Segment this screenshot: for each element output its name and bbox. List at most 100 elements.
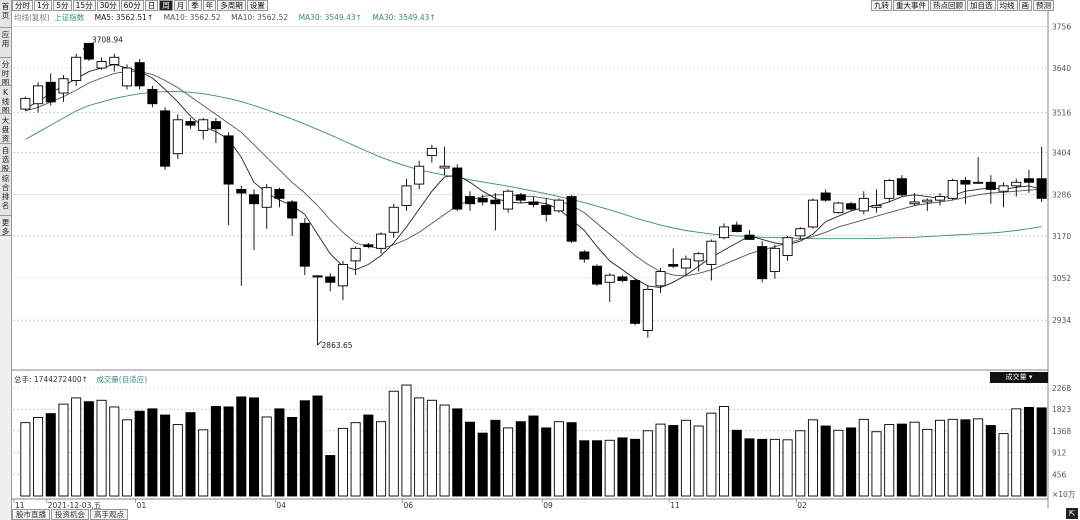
candle[interactable] — [325, 276, 336, 283]
volume-bar[interactable] — [871, 431, 882, 497]
candle[interactable] — [579, 251, 590, 260]
candle[interactable] — [719, 226, 730, 239]
period-tab-8[interactable]: 月 — [173, 0, 188, 11]
candle[interactable] — [528, 201, 539, 205]
candle[interactable] — [833, 202, 844, 214]
volume-bar[interactable] — [973, 418, 984, 497]
volume-bar[interactable] — [858, 418, 869, 497]
volume-bar[interactable] — [248, 397, 260, 497]
volume-bar[interactable] — [757, 438, 768, 497]
sidebar-item-0[interactable]: 首页 — [0, 0, 11, 28]
period-tab-9[interactable]: 季 — [188, 0, 202, 11]
volume-bar[interactable] — [820, 425, 831, 497]
candle[interactable] — [248, 194, 260, 205]
period-tab-7[interactable]: 周 — [159, 0, 173, 11]
volume-bar[interactable] — [566, 422, 577, 497]
candle[interactable] — [134, 62, 145, 87]
candle[interactable] — [807, 199, 819, 228]
candle[interactable] — [33, 85, 44, 105]
period-tab-11[interactable]: 多周期 — [217, 0, 246, 11]
candle[interactable] — [58, 78, 69, 94]
toolbar-right-button-1[interactable]: 重大事件 — [893, 0, 929, 11]
period-tab-12[interactable]: 设置 — [246, 0, 268, 11]
candle[interactable] — [693, 253, 704, 262]
candle[interactable] — [515, 194, 526, 201]
volume-bar[interactable] — [503, 427, 514, 497]
period-tab-2[interactable]: 5分 — [53, 0, 72, 11]
volume-bar[interactable] — [922, 428, 933, 497]
candle[interactable] — [706, 240, 717, 265]
candle[interactable] — [464, 196, 476, 205]
period-tab-6[interactable]: 日 — [144, 0, 159, 11]
candle[interactable] — [274, 188, 285, 199]
volume-bar[interactable] — [591, 440, 603, 497]
volume-bar[interactable] — [807, 419, 819, 497]
volume-bar[interactable] — [134, 410, 145, 497]
volume-bar[interactable] — [579, 440, 590, 497]
candle[interactable] — [83, 42, 94, 60]
volume-bar[interactable] — [528, 415, 539, 497]
volume-bar[interactable] — [947, 418, 958, 497]
volume-bar[interactable] — [33, 416, 44, 497]
toolbar-right-button-4[interactable]: 均线 — [996, 0, 1018, 11]
volume-dropdown[interactable]: 成交量 ▾ — [990, 372, 1048, 383]
candle[interactable] — [820, 192, 831, 201]
volume-bar[interactable] — [439, 404, 450, 497]
volume-bar[interactable] — [934, 419, 946, 497]
candle[interactable] — [376, 233, 387, 249]
candle[interactable] — [617, 276, 628, 281]
volume-bar[interactable] — [553, 421, 564, 497]
volume-bar[interactable] — [299, 400, 310, 497]
candle[interactable] — [896, 178, 907, 196]
candle[interactable] — [655, 271, 666, 287]
candle[interactable] — [553, 199, 564, 212]
volume-bar[interactable] — [884, 424, 895, 497]
candle[interactable] — [642, 288, 653, 331]
toolbar-right-button-5[interactable]: 画 — [1018, 0, 1032, 11]
candle[interactable] — [20, 97, 31, 110]
bottom-tab-2[interactable]: 高手观点 — [90, 509, 128, 520]
candle[interactable] — [782, 237, 793, 256]
volume-bar[interactable] — [909, 421, 920, 497]
period-tab-4[interactable]: 30分 — [96, 0, 120, 11]
volume-bar[interactable] — [604, 439, 615, 497]
volume-bar[interactable] — [731, 429, 742, 497]
toolbar-right-button-0[interactable]: 九转 — [871, 0, 892, 11]
volume-bar[interactable] — [325, 455, 336, 497]
volume-bar[interactable] — [477, 432, 488, 497]
candle[interactable] — [363, 244, 374, 248]
candle[interactable] — [934, 196, 946, 201]
volume-bar[interactable] — [147, 408, 158, 497]
volume-bar[interactable] — [680, 419, 691, 497]
candle[interactable] — [71, 56, 82, 81]
toolbar-right-button-6[interactable]: 预测 — [1033, 0, 1054, 11]
volume-bar[interactable] — [45, 413, 56, 497]
volume-bar[interactable] — [274, 408, 285, 497]
candle[interactable] — [401, 185, 412, 206]
candle[interactable] — [846, 203, 857, 210]
volume-bar[interactable] — [160, 414, 171, 497]
volume-bar[interactable] — [172, 424, 183, 497]
candle[interactable] — [503, 190, 514, 210]
period-tab-10[interactable]: 年 — [202, 0, 217, 11]
candle[interactable] — [414, 165, 425, 185]
candle[interactable] — [960, 180, 971, 185]
sidebar-item-6[interactable]: 综合排名 — [0, 172, 11, 216]
volume-bar[interactable] — [464, 421, 476, 497]
candle[interactable] — [566, 196, 577, 242]
volume-bar[interactable] — [668, 425, 679, 497]
candle[interactable] — [439, 165, 450, 169]
candle[interactable] — [973, 181, 984, 184]
candle[interactable] — [1011, 181, 1022, 187]
volume-bar[interactable] — [1023, 406, 1034, 497]
expand-icon[interactable]: ⇱ — [1066, 508, 1078, 519]
sidebar-item-5[interactable]: 自选股 — [0, 144, 11, 172]
volume-bar[interactable] — [350, 422, 361, 497]
volume-bar[interactable] — [693, 425, 704, 497]
candle[interactable] — [287, 201, 298, 219]
volume-bar[interactable] — [896, 423, 907, 497]
volume-bar[interactable] — [121, 419, 133, 497]
volume-bar[interactable] — [426, 399, 437, 497]
volume-bar[interactable] — [185, 412, 196, 497]
